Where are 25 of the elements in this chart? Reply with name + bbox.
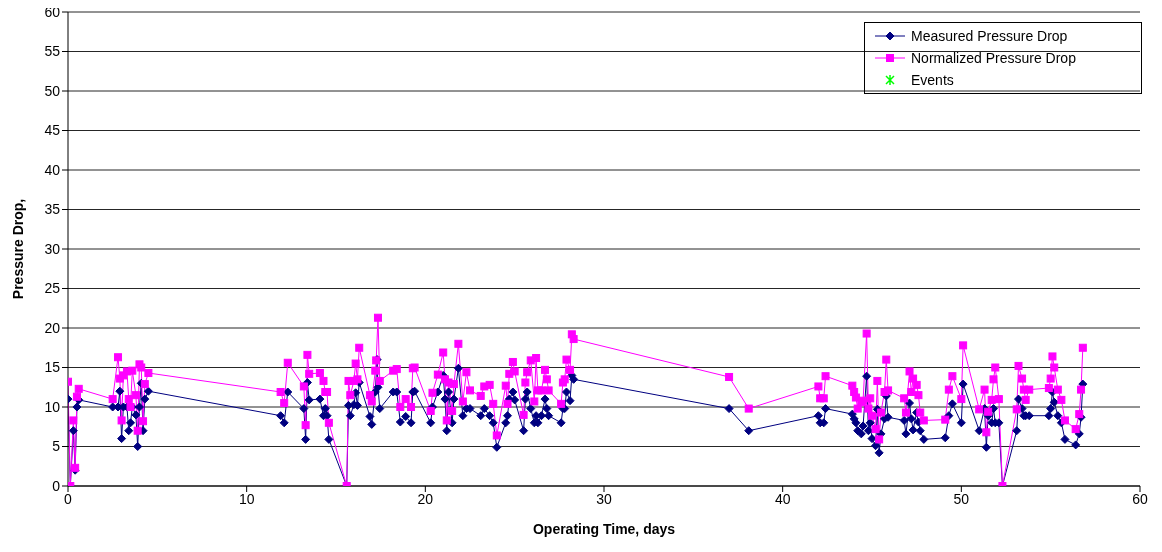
x-tick-label: 0 — [64, 490, 73, 507]
x-axis-title: Operating Time, days — [532, 521, 676, 537]
y-tick-label: 40 — [44, 161, 61, 178]
x-tick-label: 50 — [953, 490, 970, 507]
y-tick-label: 25 — [44, 280, 61, 297]
y-tick-label: 60 — [44, 3, 61, 20]
y-tick-label: 5 — [52, 438, 61, 455]
x-tick-label: 10 — [238, 490, 255, 507]
y-tick-label: 50 — [44, 82, 61, 99]
y-tick-label: 15 — [44, 359, 61, 376]
y-tick-label: 55 — [44, 43, 61, 60]
x-tick-label: 20 — [417, 490, 434, 507]
y-tick-label: 30 — [44, 240, 61, 257]
legend-label: Normalized Pressure Drop — [911, 50, 1076, 66]
x-tick-label: 40 — [774, 490, 791, 507]
x-tick-label: 30 — [596, 490, 612, 507]
y-axis-title: Pressure Drop, — [9, 198, 26, 300]
legend-label: Events — [911, 72, 954, 88]
y-tick-label: 0 — [52, 477, 61, 494]
y-tick-label: 45 — [44, 122, 61, 139]
x-tick-label: 60 — [1132, 490, 1148, 507]
y-tick-label: 20 — [44, 319, 61, 336]
y-tick-label: 10 — [44, 398, 61, 415]
y-tick-label: 35 — [44, 201, 61, 218]
legend-label: Measured Pressure Drop — [911, 28, 1068, 44]
